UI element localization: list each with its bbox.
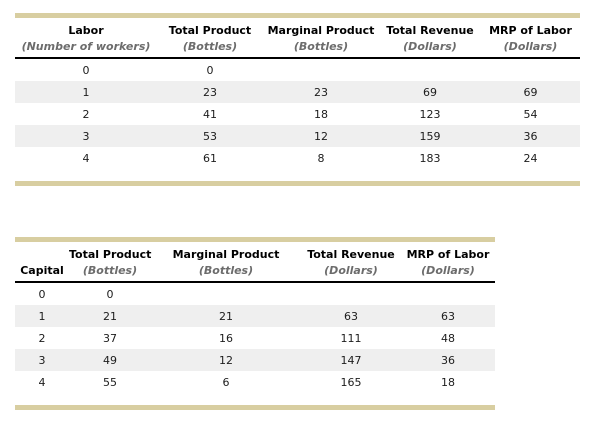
table-cell: 53 [203, 129, 217, 143]
table-cell: 183 [419, 151, 441, 165]
subheader-cell-units: (Bottles) [151, 263, 301, 283]
table-cell: 0 [106, 287, 114, 301]
table-cell: 61 [203, 151, 217, 165]
table-row: 1 21 21 63 63 [15, 305, 495, 327]
bottom-accent-bar [15, 181, 580, 186]
header-cell-total-revenue: Total Revenue [307, 248, 395, 261]
table-cell: 1 [82, 85, 90, 99]
header-row-sub: (Number of workers) (Bottles) (Bottles) … [15, 39, 580, 59]
table-cell: 6 [222, 375, 230, 389]
table-cell: 23 [314, 85, 328, 99]
capital-data-table: Total Product Marginal Product Total Rev… [15, 242, 495, 393]
table-cell [401, 282, 495, 305]
labor-data-table: Labor Total Product Marginal Product Tot… [15, 18, 580, 169]
table-cell: 2 [82, 107, 90, 121]
table-cell [151, 282, 301, 305]
header-cell-marginal-product: Marginal Product [267, 24, 375, 37]
header-cell-total-product: Total Product [69, 248, 152, 261]
table-row: 4 55 6 165 18 [15, 371, 495, 393]
subheader-cell-units: (Bottles) [157, 39, 263, 59]
top-accent-bar [15, 13, 580, 18]
table-cell [481, 58, 580, 81]
table-cell: 0 [206, 63, 214, 77]
capital-table-body: 0 0 1 21 21 63 63 2 37 16 111 [15, 282, 495, 393]
table-cell: 63 [344, 309, 358, 323]
table-cell: 16 [219, 331, 233, 345]
table-row: 2 41 18 123 54 [15, 103, 580, 125]
header-cell-total-revenue: Total Revenue [386, 24, 474, 37]
header-cell-total-product: Total Product [168, 24, 252, 37]
table-cell: 12 [219, 353, 233, 367]
table-cell [301, 282, 401, 305]
table-cell: 4 [82, 151, 90, 165]
table-row: 3 49 12 147 36 [15, 349, 495, 371]
table-cell: 24 [523, 151, 538, 165]
labor-table-header: Labor Total Product Marginal Product Tot… [15, 18, 580, 59]
table-bottom-spacer [15, 393, 495, 405]
header-cell-marginal-product: Marginal Product [172, 248, 280, 261]
table-row: 3 53 12 159 36 [15, 125, 580, 147]
table-cell [263, 58, 379, 81]
table-cell: 4 [38, 375, 46, 389]
subheader-cell-units: (Dollars) [301, 263, 401, 283]
table-cell: 69 [523, 85, 538, 99]
labor-table: Labor Total Product Marginal Product Tot… [15, 13, 580, 186]
table-cell: 49 [103, 353, 117, 367]
table-cell: 123 [419, 107, 441, 121]
table-cell: 8 [317, 151, 325, 165]
table-cell: 12 [314, 129, 328, 143]
table-cell: 37 [103, 331, 117, 345]
table-cell: 111 [340, 331, 362, 345]
table-cell: 3 [82, 129, 90, 143]
subheader-cell-units: (Dollars) [481, 39, 580, 59]
table-row: 1 23 23 69 69 [15, 81, 580, 103]
header-cell-mrp: MRP of Labor [489, 24, 572, 37]
table-row: 2 37 16 111 48 [15, 327, 495, 349]
table-cell: 2 [38, 331, 46, 345]
table-cell: 55 [103, 375, 117, 389]
subheader-cell-units: (Bottles) [69, 263, 151, 283]
bottom-accent-bar [15, 405, 495, 410]
subheader-cell-units: (Bottles) [263, 39, 379, 59]
table-cell: 18 [441, 375, 455, 389]
table-cell: 159 [419, 129, 441, 143]
header-cell-blank [15, 242, 69, 263]
table-row: 4 61 8 183 24 [15, 147, 580, 169]
table-cell: 21 [103, 309, 117, 323]
header-cell-mrp: MRP of Labor [406, 248, 490, 261]
header-row-sub: Capital (Bottles) (Bottles) (Dollars) (D… [15, 263, 495, 283]
table-cell: 23 [203, 85, 217, 99]
subheader-cell-units: (Dollars) [379, 39, 481, 59]
subheader-cell-units: (Number of workers) [15, 39, 157, 59]
capital-table: Total Product Marginal Product Total Rev… [15, 237, 495, 410]
table-cell: 165 [340, 375, 362, 389]
table-cell: 36 [523, 129, 538, 143]
header-cell-labor: Labor [68, 24, 104, 37]
table-cell: 0 [82, 63, 90, 77]
table-cell: 36 [441, 353, 455, 367]
table-cell: 41 [203, 107, 217, 121]
table-bottom-spacer [15, 169, 580, 181]
table-cell: 18 [314, 107, 328, 121]
header-cell-capital: Capital [15, 263, 69, 283]
top-accent-bar [15, 237, 495, 242]
table-cell: 3 [38, 353, 46, 367]
labor-table-body: 0 0 1 23 23 69 69 2 41 18 123 [15, 58, 580, 169]
table-cell: 54 [523, 107, 538, 121]
table-row: 0 0 [15, 282, 495, 305]
table-cell: 0 [38, 287, 46, 301]
header-row-main: Total Product Marginal Product Total Rev… [15, 242, 495, 263]
table-cell: 48 [441, 331, 455, 345]
subheader-cell-units: (Dollars) [401, 263, 495, 283]
table-cell [379, 58, 481, 81]
table-cell: 147 [340, 353, 362, 367]
table-cell: 63 [441, 309, 455, 323]
table-row: 0 0 [15, 58, 580, 81]
capital-table-header: Total Product Marginal Product Total Rev… [15, 242, 495, 283]
header-row-main: Labor Total Product Marginal Product Tot… [15, 18, 580, 39]
table-cell: 21 [219, 309, 233, 323]
table-cell: 1 [38, 309, 46, 323]
table-cell: 69 [423, 85, 437, 99]
